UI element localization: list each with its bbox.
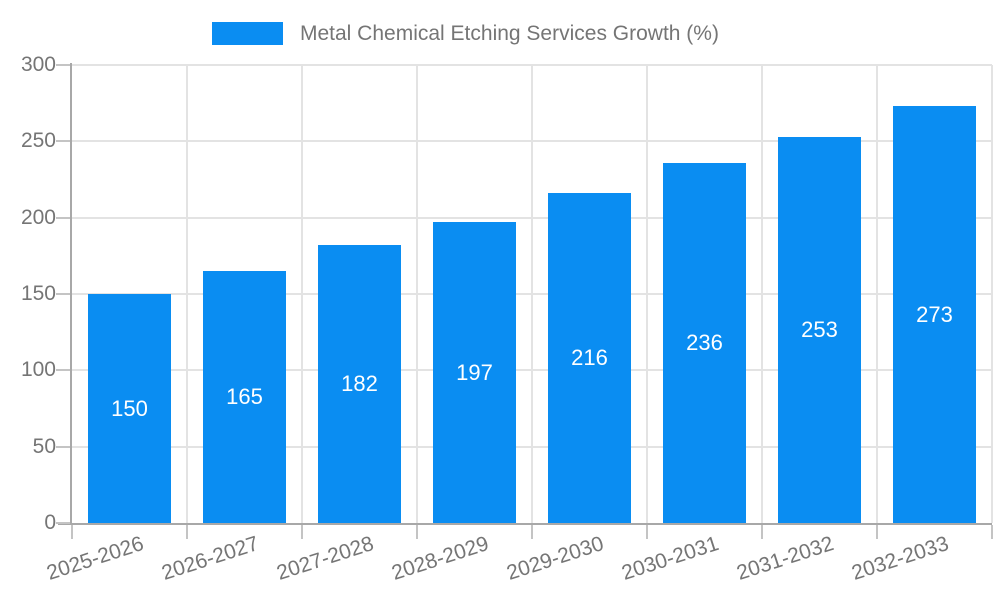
- x-axis-tick: [876, 525, 878, 539]
- bar[interactable]: 236: [663, 163, 746, 523]
- x-axis-tick: [991, 525, 993, 539]
- y-axis-label: 250: [20, 129, 56, 153]
- bar-value-label: 253: [801, 317, 838, 342]
- gridline-vertical: [416, 65, 418, 523]
- x-axis-tick: [531, 525, 533, 539]
- y-axis-tick: [56, 293, 70, 295]
- bar-value-label: 236: [686, 330, 723, 355]
- legend-swatch: [212, 22, 283, 45]
- bar[interactable]: 216: [548, 193, 631, 523]
- gridline-vertical: [876, 65, 878, 523]
- bar[interactable]: 197: [433, 222, 516, 523]
- plot-area: 150 165 182 197 216 236 253 273: [72, 64, 993, 523]
- bar[interactable]: 182: [318, 245, 401, 523]
- gridline-vertical: [531, 65, 533, 523]
- gridline-vertical: [646, 65, 648, 523]
- gridline-vertical: [186, 65, 188, 523]
- x-axis-label: 2031-2032: [733, 532, 837, 585]
- y-axis-tick: [56, 445, 70, 448]
- y-axis-label: 150: [20, 282, 56, 305]
- x-axis-label: 2030-2031: [618, 532, 722, 585]
- y-axis-label: 200: [20, 205, 56, 229]
- x-axis-label: 2028-2029: [388, 532, 492, 585]
- legend-label: Metal Chemical Etching Services Growth (…: [300, 21, 719, 45]
- y-axis-label: 100: [20, 358, 56, 382]
- bar[interactable]: 273: [893, 106, 976, 523]
- y-axis-tick: [56, 369, 70, 372]
- gridline-vertical: [301, 65, 303, 523]
- bar-value-label: 197: [456, 359, 493, 385]
- bar[interactable]: 253: [778, 137, 861, 523]
- x-axis-label: 2029-2030: [503, 532, 607, 585]
- y-axis-tick: [56, 140, 70, 143]
- x-axis-label: 2027-2028: [273, 532, 377, 585]
- bar-value-label: 165: [226, 384, 263, 409]
- y-axis-label: 300: [20, 53, 56, 76]
- y-axis-label: 0: [44, 511, 56, 534]
- gridline-vertical: [761, 65, 763, 523]
- x-axis-tick: [646, 525, 648, 539]
- x-axis-tick: [301, 525, 303, 539]
- x-axis-tick: [71, 525, 73, 539]
- x-axis-label: 2032-2033: [848, 532, 952, 585]
- y-axis-tick: [56, 522, 70, 524]
- y-axis-tick: [56, 64, 70, 66]
- x-axis-tick: [761, 525, 763, 539]
- legend-item[interactable]: Metal Chemical Etching Services Growth (…: [212, 22, 719, 45]
- bar-value-label: 216: [571, 345, 608, 370]
- bar-value-label: 273: [916, 301, 953, 327]
- gridline-vertical: [991, 65, 993, 523]
- x-axis-tick: [416, 525, 418, 539]
- x-axis-label: 2026-2027: [158, 532, 262, 585]
- bar-value-label: 182: [341, 371, 378, 396]
- bar[interactable]: 165: [203, 271, 286, 523]
- bar[interactable]: 150: [88, 294, 171, 523]
- x-axis-line: [58, 523, 992, 525]
- x-axis-tick: [186, 525, 188, 539]
- x-axis-label: 2025-2026: [43, 532, 147, 585]
- y-axis-label: 50: [32, 434, 56, 458]
- bar-value-label: 150: [111, 395, 148, 421]
- y-axis-tick: [56, 216, 70, 219]
- y-axis-line: [70, 63, 72, 523]
